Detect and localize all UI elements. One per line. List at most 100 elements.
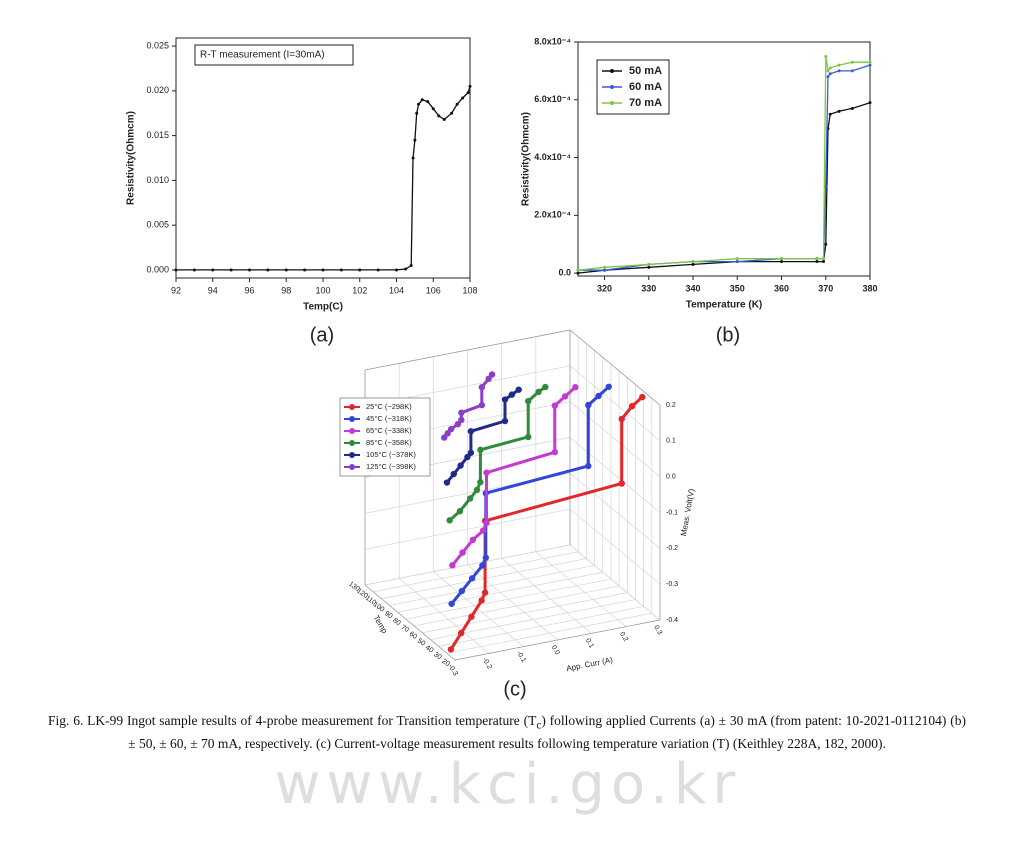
y-tick-label: 70 bbox=[399, 624, 409, 634]
data-point bbox=[450, 470, 457, 478]
data-point bbox=[459, 549, 466, 556]
data-point bbox=[458, 587, 466, 595]
data-point bbox=[477, 446, 484, 454]
y-tick-label: 4.0x10⁻⁴ bbox=[534, 152, 571, 162]
legend-label: 50 mA bbox=[629, 65, 662, 77]
y-axis-label: Resistivity(Ohmcm) bbox=[126, 111, 137, 205]
data-point bbox=[824, 184, 828, 188]
z-tick-label: 0.2 bbox=[666, 402, 676, 409]
data-point bbox=[576, 271, 580, 275]
data-point bbox=[468, 84, 472, 88]
y-tick-label: 90 bbox=[383, 610, 393, 620]
data-point bbox=[446, 517, 453, 524]
data-point bbox=[488, 371, 496, 378]
grid-line bbox=[569, 473, 661, 549]
data-point bbox=[508, 391, 516, 398]
legend-label: 70 mA bbox=[629, 97, 662, 109]
series-line bbox=[451, 386, 577, 567]
data-point bbox=[585, 401, 592, 409]
grid-line bbox=[535, 551, 627, 627]
data-point bbox=[443, 479, 451, 486]
data-point bbox=[411, 156, 415, 160]
data-point bbox=[415, 111, 419, 115]
data-point bbox=[467, 428, 475, 435]
caption-text: ) following applied Currents (a) ± 30 mA… bbox=[128, 713, 966, 751]
grid-line bbox=[569, 508, 661, 585]
y-tick-label: 0.0 bbox=[558, 267, 571, 277]
grid-line bbox=[364, 544, 571, 586]
legend-label: 60 mA bbox=[629, 81, 662, 93]
grid-line bbox=[569, 437, 661, 513]
data-point bbox=[457, 462, 464, 469]
grid-line bbox=[446, 612, 652, 654]
z-tick-label: 0.0 bbox=[666, 474, 676, 481]
data-point bbox=[485, 375, 492, 382]
x-tick-label: 104 bbox=[389, 285, 404, 295]
x-tick-label: 340 bbox=[686, 283, 701, 293]
data-point bbox=[478, 597, 485, 604]
data-point bbox=[824, 54, 828, 58]
caption: Fig. 6. LK-99 Ingot sample results of 4-… bbox=[48, 712, 966, 752]
caption-subscript: c bbox=[536, 719, 542, 732]
y-tick-label: 40 bbox=[424, 644, 434, 654]
legend-label: 85°C (~358K) bbox=[366, 438, 412, 447]
z-axis-label: Meas. Volt(V) bbox=[679, 488, 696, 537]
data-point bbox=[551, 402, 559, 409]
y-tick-label: 0.015 bbox=[146, 130, 169, 140]
data-point bbox=[826, 75, 830, 79]
y-tick-label: 0.000 bbox=[146, 264, 169, 274]
legend-marker bbox=[349, 440, 355, 446]
data-point bbox=[618, 480, 625, 487]
data-point bbox=[284, 268, 288, 272]
data-point bbox=[468, 575, 476, 582]
y-tick-label: 0.020 bbox=[146, 85, 169, 95]
data-point bbox=[628, 403, 636, 410]
watermark: www.kci.go.kr bbox=[274, 752, 742, 817]
legend-marker bbox=[349, 404, 355, 410]
grid-line bbox=[433, 571, 524, 647]
data-point bbox=[501, 417, 509, 425]
data-point bbox=[515, 386, 522, 393]
data-point bbox=[828, 66, 832, 70]
data-point bbox=[850, 60, 854, 64]
data-point bbox=[461, 96, 465, 100]
data-point bbox=[605, 383, 612, 390]
data-point bbox=[448, 600, 455, 607]
grid-line bbox=[501, 558, 592, 634]
data-point bbox=[211, 268, 215, 272]
data-point bbox=[815, 257, 819, 261]
grid-line bbox=[405, 578, 611, 620]
y-tick-label: 6.0x10⁻⁴ bbox=[534, 94, 571, 104]
data-point bbox=[525, 433, 532, 441]
data-point bbox=[466, 91, 470, 95]
x-tick-label: 0.0 bbox=[550, 644, 561, 656]
plot-frame bbox=[175, 37, 471, 279]
grid-line bbox=[422, 592, 628, 634]
data-point bbox=[454, 420, 462, 428]
series-line bbox=[449, 395, 644, 651]
data-point bbox=[735, 260, 739, 264]
x-tick-label: 100 bbox=[315, 285, 330, 295]
data-point bbox=[837, 63, 841, 67]
data-point bbox=[339, 268, 343, 272]
data-point bbox=[447, 425, 455, 433]
y-tick-label: 30 bbox=[432, 651, 442, 661]
data-point bbox=[850, 69, 854, 73]
data-point bbox=[691, 260, 695, 264]
x-tick-label: 108 bbox=[462, 285, 477, 295]
x-axis-label: App. Curr (A) bbox=[566, 655, 614, 673]
data-point bbox=[404, 267, 408, 271]
x-tick-label: 330 bbox=[641, 283, 656, 293]
data-point bbox=[535, 388, 542, 396]
data-point bbox=[828, 112, 832, 116]
data-point bbox=[449, 562, 456, 569]
z-tick-label: 0.1 bbox=[666, 438, 676, 445]
y-tick-label: 8.0x10⁻⁴ bbox=[534, 36, 571, 46]
y-tick-label: 80 bbox=[391, 617, 401, 627]
data-point bbox=[735, 257, 739, 261]
data-point bbox=[456, 507, 464, 515]
x-tick-label: 92 bbox=[171, 285, 181, 295]
data-point bbox=[447, 646, 455, 653]
data-point bbox=[479, 562, 486, 569]
